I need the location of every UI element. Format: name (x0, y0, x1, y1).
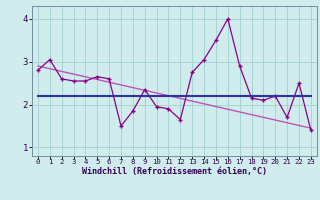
X-axis label: Windchill (Refroidissement éolien,°C): Windchill (Refroidissement éolien,°C) (82, 167, 267, 176)
